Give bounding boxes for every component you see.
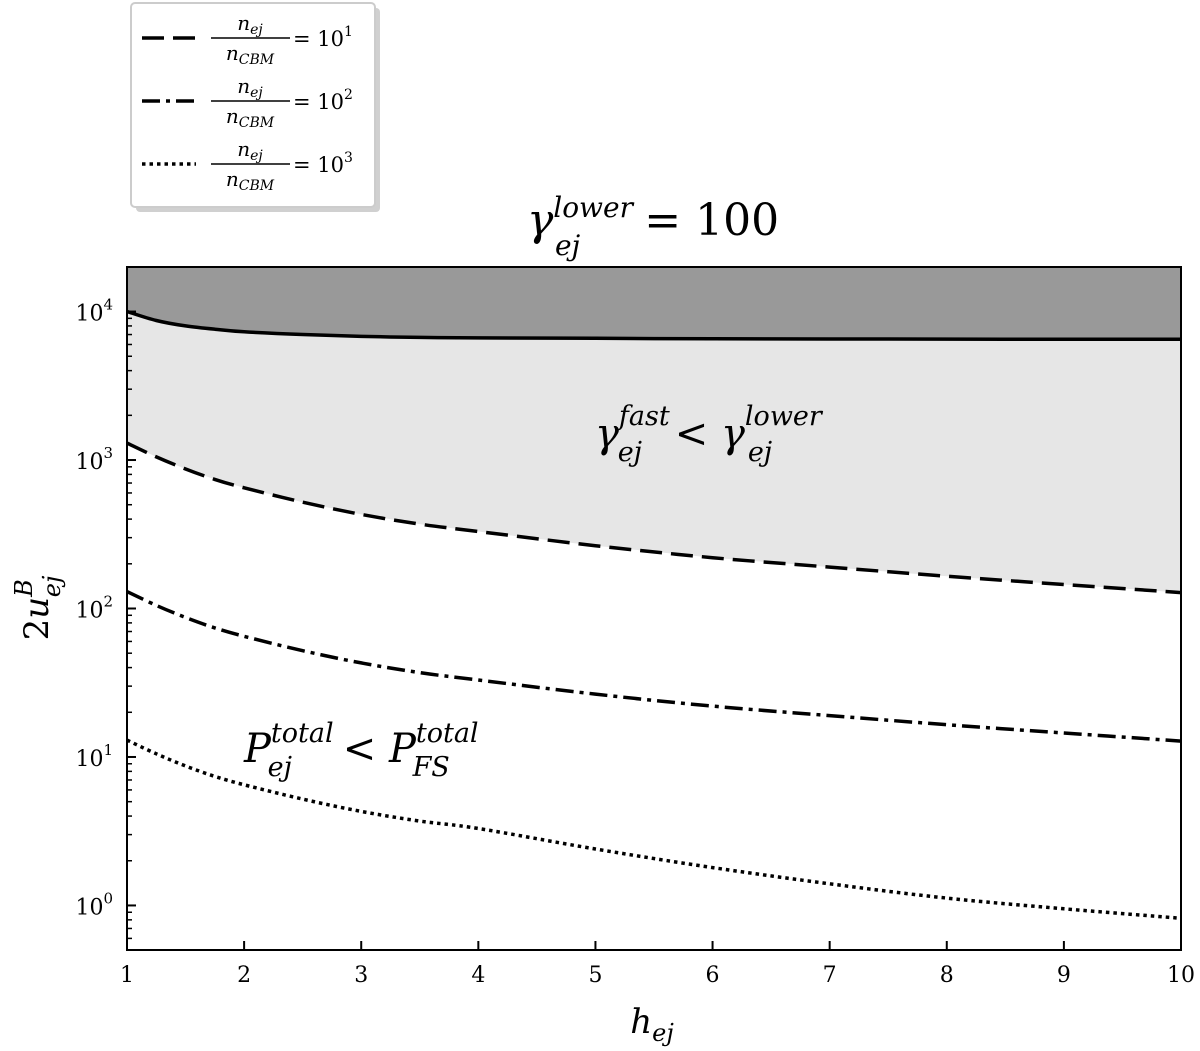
legend-label-value: = 101 xyxy=(293,24,353,51)
region-above-boundary xyxy=(127,267,1181,340)
series-line-3 xyxy=(126,738,1182,921)
region-fast-cooling xyxy=(127,311,1181,593)
legend-label-numerator: nej xyxy=(237,74,263,101)
y-tick-label: 104 xyxy=(75,296,113,327)
x-tick-label: 10 xyxy=(1167,963,1195,988)
series-line-2 xyxy=(126,590,1182,743)
legend-label-value: = 103 xyxy=(293,150,353,177)
x-tick-label: 6 xyxy=(706,963,720,988)
x-axis-label: hej xyxy=(630,1002,674,1047)
chart-title: γlower ej = 100 xyxy=(527,191,779,262)
legend: nej nCBM = 101 nej nCBM = 102 nej nCBM = 103 xyxy=(130,2,380,212)
x-tick-label: 3 xyxy=(354,963,368,988)
y-axis-label: 2uBej xyxy=(10,575,66,640)
legend-label-denominator: nCBM xyxy=(226,41,275,68)
x-tick-label: 8 xyxy=(940,963,954,988)
x-tick-label: 7 xyxy=(823,963,837,988)
legend-label-value: = 102 xyxy=(293,87,353,114)
annotation-gamma-fast: γfast ej < γlower ej xyxy=(595,401,824,468)
ticks: 1 2 3 4 5 6 7 8 9 10 100 101 102 103 104 xyxy=(75,296,1195,988)
legend-box xyxy=(130,2,376,208)
curve-boundary-solid xyxy=(126,309,1182,342)
y-tick-label: 100 xyxy=(75,889,113,920)
y-tick-label: 101 xyxy=(75,741,113,772)
x-tick-label: 1 xyxy=(120,963,134,988)
legend-label-denominator: nCBM xyxy=(226,104,275,131)
x-tick-label: 4 xyxy=(471,963,485,988)
x-tick-label: 2 xyxy=(237,963,251,988)
legend-label-numerator: nej xyxy=(237,137,263,164)
x-tick-label: 5 xyxy=(588,963,602,988)
legend-label-numerator: nej xyxy=(237,11,263,38)
x-tick-label: 9 xyxy=(1057,963,1071,988)
legend-label-denominator: nCBM xyxy=(226,167,275,194)
y-tick-label: 103 xyxy=(75,444,113,475)
annotation-pressure: Ptotal ej < Ptotal FS xyxy=(243,718,479,783)
y-tick-label: 102 xyxy=(75,593,113,624)
